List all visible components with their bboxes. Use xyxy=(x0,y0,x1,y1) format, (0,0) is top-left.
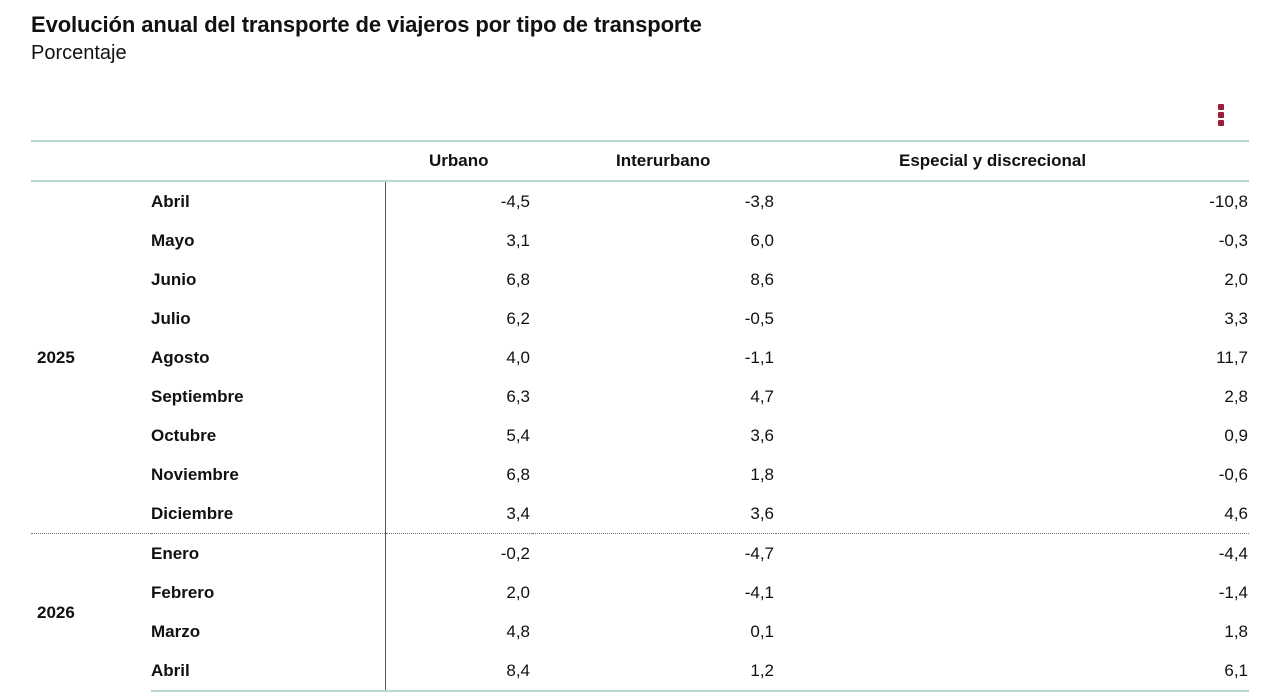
table-body: 2025 Abril -4,5 -3,8 -10,8 Mayo 3,1 6,0 -0,3 Juni… xyxy=(31,181,1249,692)
table-row: Febrero 2,0 -4,1 -1,4 xyxy=(31,573,1249,612)
value-especial: 2,8 xyxy=(1224,386,1248,406)
table-row: Julio 6,2 -0,5 3,3 xyxy=(31,299,1249,338)
table-row: Marzo 4,8 0,1 1,8 xyxy=(31,612,1249,651)
month-cell: Noviembre xyxy=(151,455,386,494)
value-interurbano: 6,0 xyxy=(750,230,774,250)
value-especial: -0,3 xyxy=(1218,230,1248,250)
value-especial: -10,8 xyxy=(1209,191,1248,211)
table-row: Junio 6,8 8,6 2,0 xyxy=(31,260,1249,299)
header-month xyxy=(151,140,385,182)
chart-subtitle: Porcentaje xyxy=(31,42,127,64)
month-cell: Marzo xyxy=(151,612,386,651)
value-interurbano: 0,1 xyxy=(750,621,774,641)
table-header-row: Urbano Interurbano Especial y discrecion… xyxy=(31,140,1249,182)
header-year xyxy=(31,140,151,182)
value-especial: -4,4 xyxy=(776,533,1249,573)
value-urbano: 6,2 xyxy=(506,308,530,328)
value-urbano: 2,0 xyxy=(506,582,530,602)
value-especial: 4,6 xyxy=(1224,503,1248,523)
value-urbano: 8,4 xyxy=(385,651,532,692)
value-interurbano: -4,7 xyxy=(532,533,776,573)
value-especial: 0,9 xyxy=(1224,425,1248,445)
header-urbano: Urbano xyxy=(385,140,532,182)
table-row: 2025 Abril -4,5 -3,8 -10,8 xyxy=(31,181,1249,367)
value-especial: 6,1 xyxy=(776,651,1249,692)
value-urbano: 6,8 xyxy=(506,464,530,484)
month-cell: Julio xyxy=(151,299,386,338)
value-interurbano: 8,6 xyxy=(750,269,774,289)
table-row: Mayo 3,1 6,0 -0,3 xyxy=(31,221,1249,260)
value-urbano: 3,4 xyxy=(506,503,530,523)
month-cell: Octubre xyxy=(151,416,386,455)
value-especial: 3,3 xyxy=(1224,308,1248,328)
year-cell: 2025 xyxy=(37,347,75,367)
header-interurbano: Interurbano xyxy=(532,140,776,182)
value-interurbano: -3,8 xyxy=(744,191,774,211)
month-cell: Junio xyxy=(151,260,386,299)
value-especial: 2,0 xyxy=(1224,269,1248,289)
value-urbano: -0,2 xyxy=(385,533,532,573)
table-row: Noviembre 6,8 1,8 -0,6 xyxy=(31,455,1249,494)
table-row: Septiembre 6,3 4,7 2,8 xyxy=(31,377,1249,416)
table-row: 2026 Enero -0,2 -4,7 -4,4 xyxy=(31,533,1249,691)
value-interurbano: 3,6 xyxy=(750,503,774,523)
month-cell: Enero xyxy=(151,533,386,573)
value-interurbano: -4,1 xyxy=(744,582,774,602)
value-urbano: 6,8 xyxy=(506,269,530,289)
month-cell: Febrero xyxy=(151,573,386,612)
value-especial: -0,6 xyxy=(1218,464,1248,484)
value-especial: -1,4 xyxy=(1218,582,1248,602)
year-cell: 2026 xyxy=(31,533,151,691)
table-row: Abril 8,4 1,2 6,1 xyxy=(31,651,1249,692)
value-urbano: 6,3 xyxy=(506,386,530,406)
value-interurbano: 4,7 xyxy=(750,386,774,406)
month-cell: Agosto xyxy=(151,338,386,377)
header-especial: Especial y discrecional xyxy=(776,140,1249,182)
value-urbano: 3,1 xyxy=(506,230,530,250)
table-row: Diciembre 3,4 3,6 4,6 xyxy=(31,494,1249,534)
value-urbano: 4,8 xyxy=(506,621,530,641)
value-interurbano: 1,2 xyxy=(532,651,776,692)
data-table: Urbano Interurbano Especial y discrecion… xyxy=(31,140,1249,692)
value-interurbano: -1,1 xyxy=(744,347,774,367)
value-interurbano: 3,6 xyxy=(750,425,774,445)
chart-title: Evolución anual del transporte de viajer… xyxy=(31,12,702,37)
value-urbano: 5,4 xyxy=(506,425,530,445)
value-interurbano: -0,5 xyxy=(744,308,774,328)
more-vertical-icon[interactable] xyxy=(1213,103,1229,127)
month-cell: Septiembre xyxy=(151,377,386,416)
value-especial: 1,8 xyxy=(1224,621,1248,641)
month-cell: Abril xyxy=(151,651,386,692)
month-cell: Abril xyxy=(151,181,386,221)
value-interurbano: 1,8 xyxy=(750,464,774,484)
value-especial: 11,7 xyxy=(1216,347,1248,367)
value-urbano: 4,0 xyxy=(506,347,530,367)
table-row: Agosto 4,0 -1,1 11,7 xyxy=(31,338,1249,377)
month-cell: Mayo xyxy=(151,221,386,260)
table-row: Octubre 5,4 3,6 0,9 xyxy=(31,416,1249,455)
value-urbano: -4,5 xyxy=(500,191,530,211)
month-cell: Diciembre xyxy=(151,494,386,534)
